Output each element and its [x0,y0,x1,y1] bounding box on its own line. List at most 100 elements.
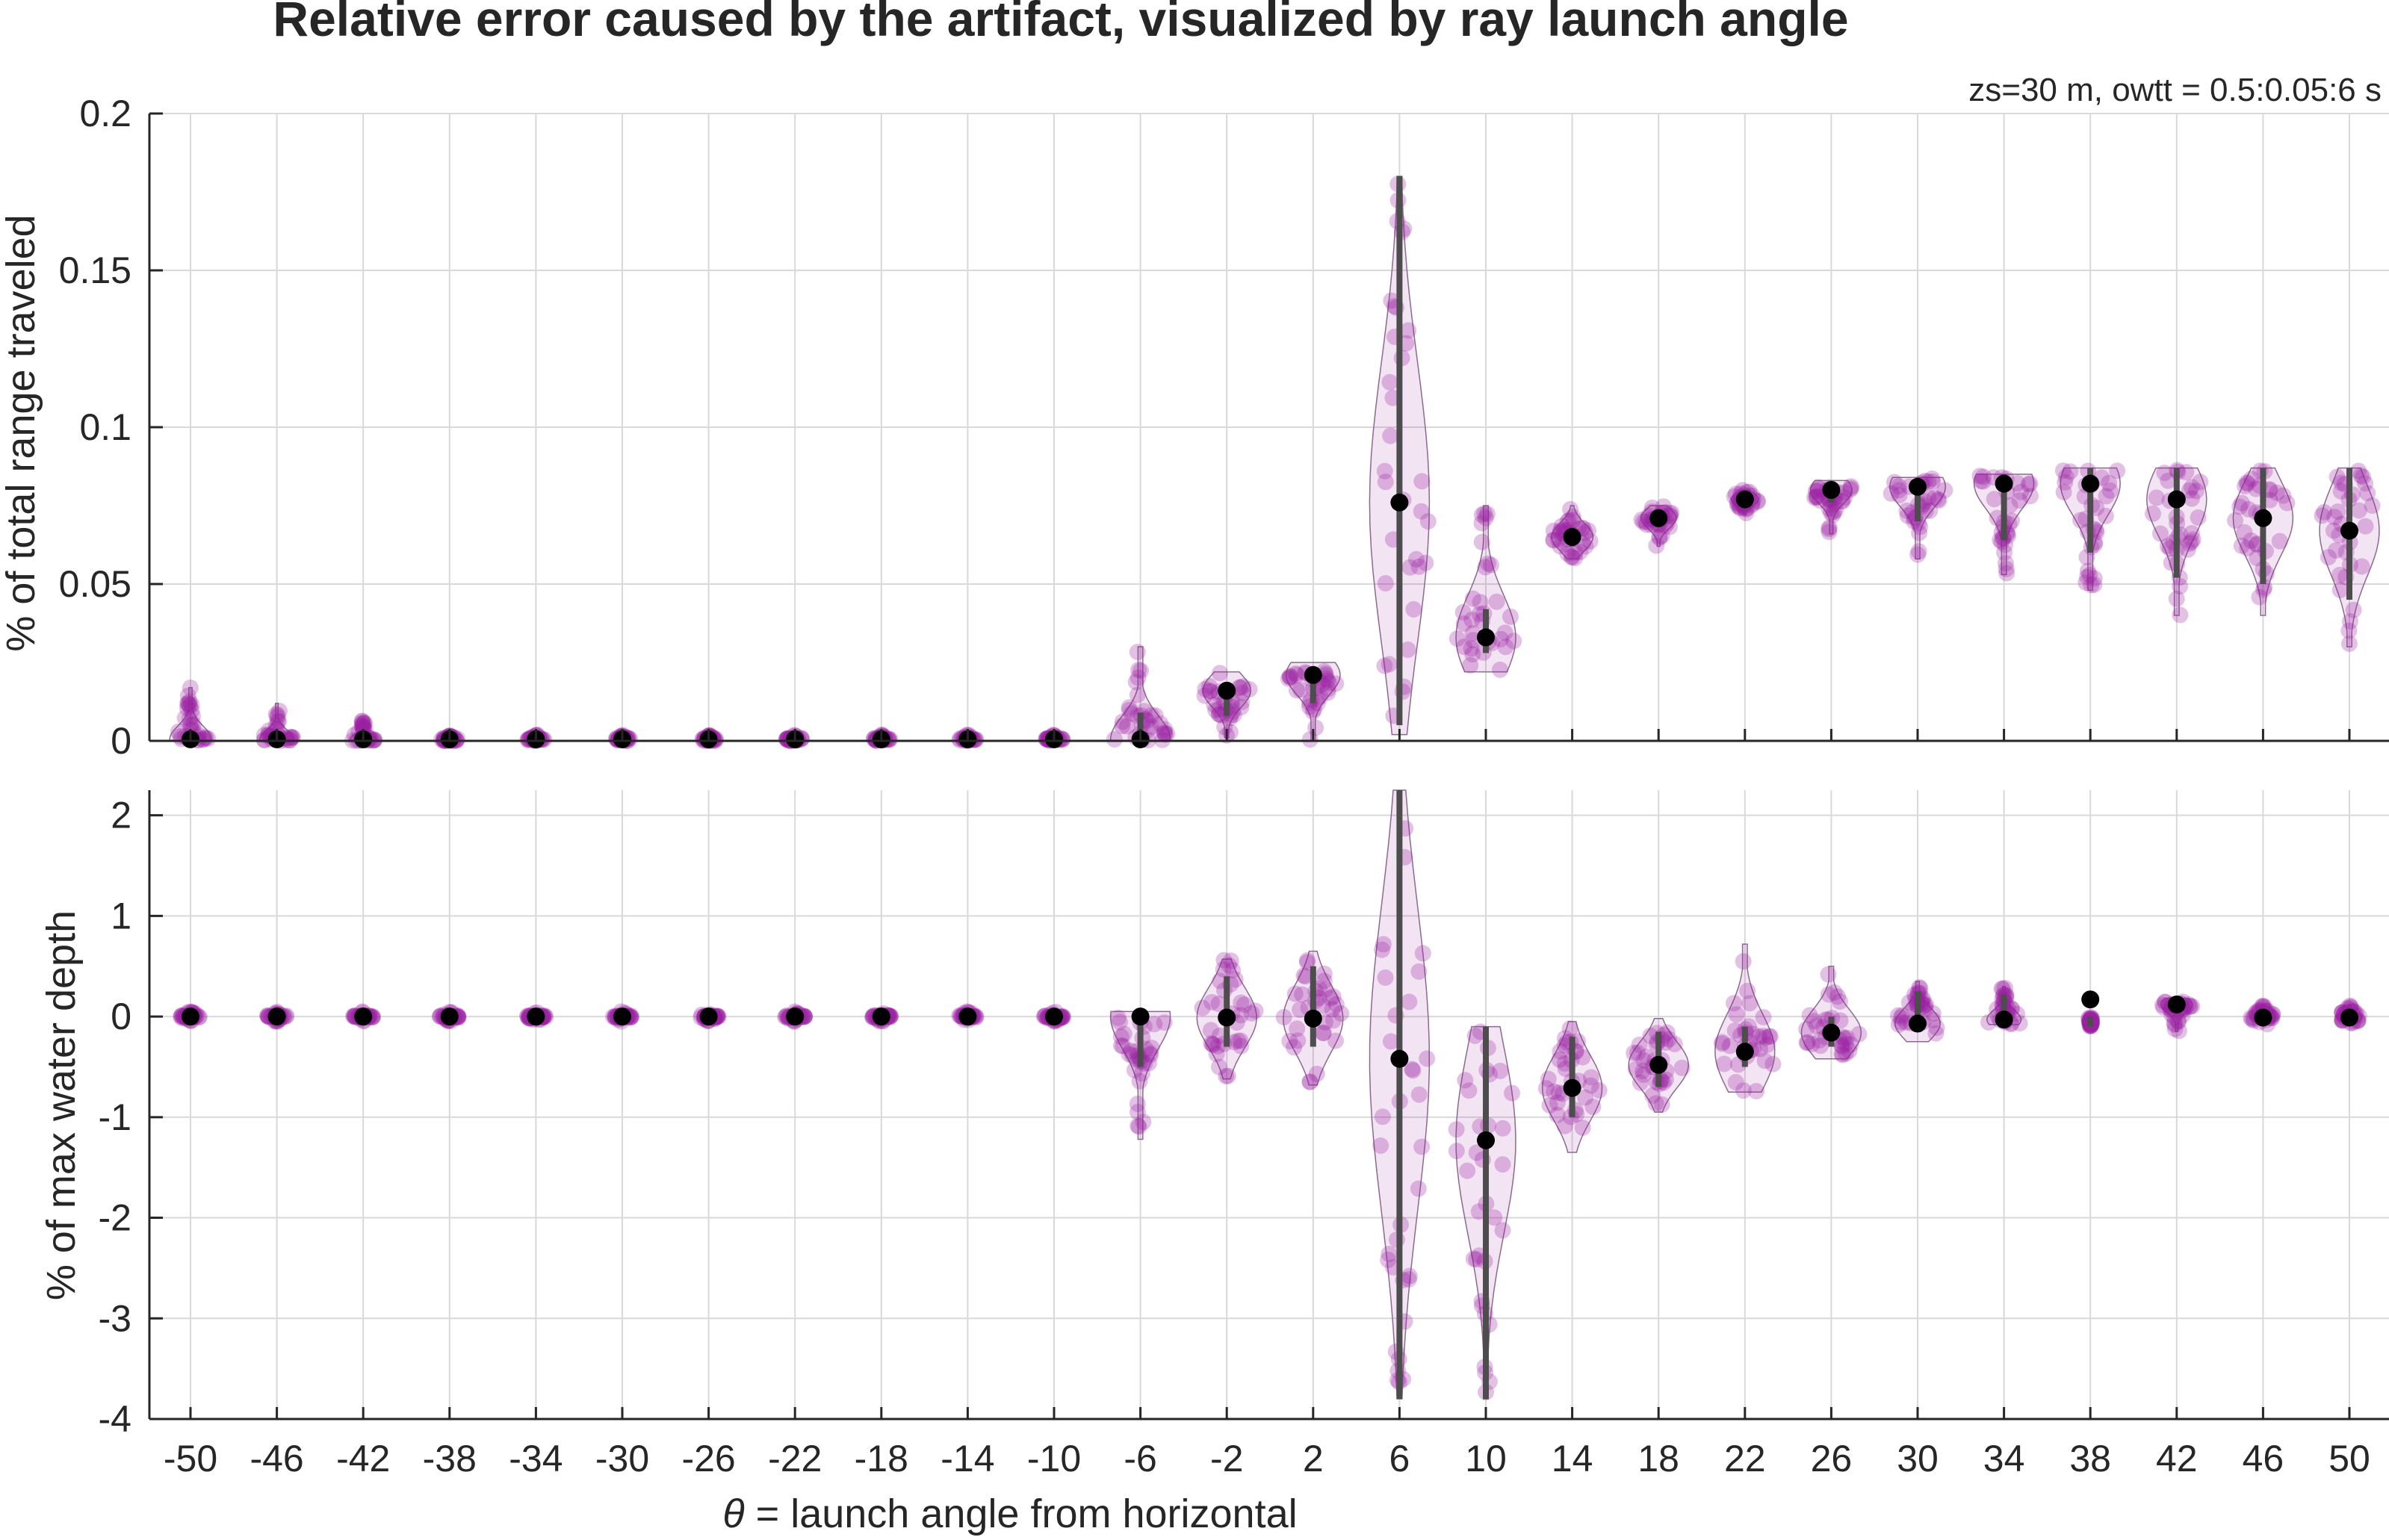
data-point [2155,999,2172,1016]
data-point [1377,969,1394,986]
data-point [2227,512,2243,529]
data-point [2184,998,2201,1015]
median-marker [2081,990,2100,1009]
data-point [1477,559,1494,576]
data-point [1550,1084,1567,1102]
data-point [1582,1069,1599,1086]
data-point [1215,961,1232,978]
data-point [1836,1030,1853,1047]
data-point [269,707,286,724]
bottom-y-tick-label: 1 [111,895,131,937]
median-marker [1304,1009,1322,1028]
data-point [2357,518,2374,535]
data-point [1210,996,1227,1013]
data-point [2183,533,2200,550]
data-point [1497,639,1514,656]
data-point [1289,1020,1306,1037]
data-point [1381,1246,1398,1262]
data-point [1631,1036,1648,1053]
data-point [181,696,198,713]
data-point [1833,1038,1850,1055]
data-point [2326,509,2343,526]
data-point [185,716,202,733]
data-point [1400,1270,1417,1288]
data-point [2357,475,2374,492]
data-point [2192,474,2209,491]
data-point [2181,535,2199,552]
data-point [2170,1013,2187,1030]
data-point [1460,1082,1478,1099]
top-axes [148,112,2389,742]
data-point [1230,1032,1247,1049]
median-marker [182,1007,199,1026]
data-point [1806,489,1823,506]
data-point [1292,681,1309,698]
data-point [2350,502,2367,519]
data-point [1381,373,1398,391]
data-point [2057,474,2074,491]
median-marker [1649,509,1668,527]
data-point [1936,482,1953,499]
data-point [1315,1025,1332,1042]
bottom-y-tick-label: -4 [99,1398,131,1440]
x-tick-label: -10 [1027,1438,1081,1480]
data-point [1562,500,1579,518]
data-point [1473,506,1490,524]
data-point [1657,1071,1674,1088]
data-point [1756,1052,1773,1069]
median-marker [2254,509,2272,527]
data-point [1812,1037,1829,1055]
data-point [1842,481,1859,498]
data-point [1714,1034,1731,1051]
median-marker [1735,1043,1754,1061]
median-marker [1649,1055,1668,1074]
data-point [1986,491,2003,508]
data-point [2152,525,2169,542]
data-point [1825,503,1842,521]
data-point [2359,485,2376,502]
data-point [1281,1033,1298,1049]
data-point [1405,600,1422,618]
data-point [1764,1055,1782,1072]
bottom-y-tick-label: -3 [99,1297,131,1339]
data-point [1227,971,1244,988]
data-point [1727,1074,1744,1090]
data-point [1556,1117,1573,1134]
x-tick-label: -42 [336,1438,390,1480]
data-point [1399,641,1416,658]
data-point [1130,1104,1146,1120]
data-point [1468,1251,1485,1268]
x-tick-label: 30 [1897,1438,1939,1480]
data-point [1890,1016,1907,1033]
data-point [1842,479,1859,497]
data-point [1375,936,1392,953]
data-point [2079,562,2096,580]
data-point [1473,533,1490,550]
data-point [2278,494,2296,512]
data-point [1404,1062,1422,1079]
data-point [1496,624,1513,642]
data-point [1590,1081,1608,1099]
data-point [1920,489,1937,506]
data-point [1735,953,1752,970]
data-point [1504,1084,1520,1102]
data-point [1494,1156,1511,1173]
data-point [1135,1114,1152,1131]
data-point [1401,1267,1418,1285]
data-point [2004,512,2020,530]
data-point [1233,994,1250,1011]
median-marker [1045,1007,1063,1026]
data-point [2009,1005,2025,1022]
data-point [1752,1040,1768,1058]
data-point [1147,707,1164,724]
x-axis-label-symbol: θ [722,1491,744,1536]
data-point [1924,1011,1942,1028]
data-point [1739,982,1756,999]
data-point [1472,594,1489,611]
data-point [1635,1066,1652,1083]
data-point [1883,485,1900,502]
data-point [179,695,196,712]
data-point [1492,661,1508,678]
data-point [1219,1067,1236,1084]
data-point [1454,603,1472,621]
